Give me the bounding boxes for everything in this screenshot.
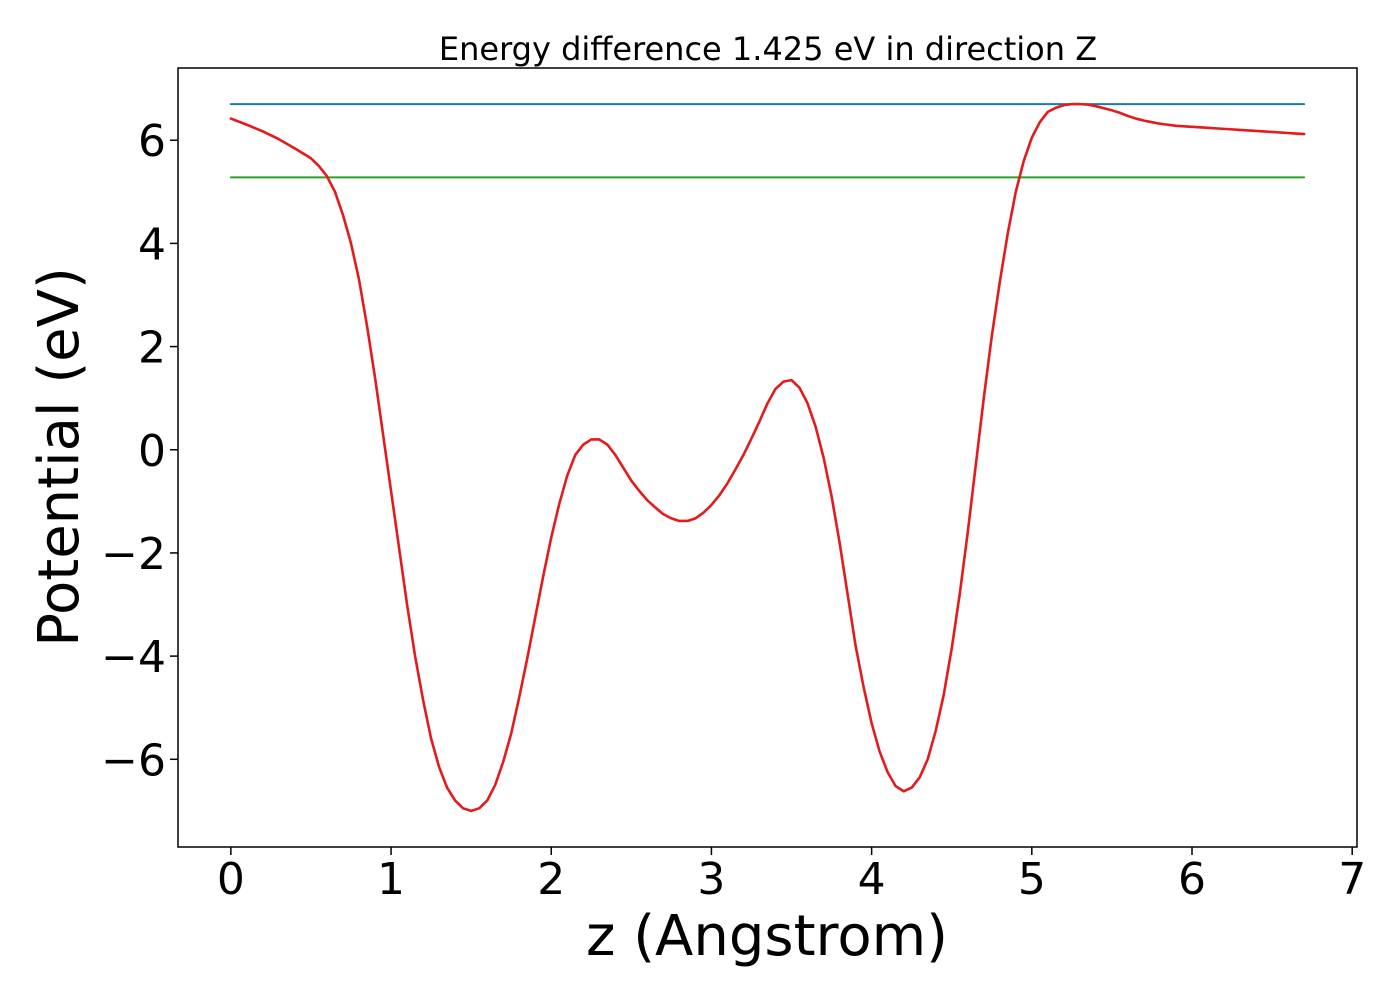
x-tick-label: 2	[537, 854, 565, 905]
x-axis-ticks: 0 1 2 3 4 5 6 7	[217, 847, 1366, 905]
y-tick-label: 2	[138, 323, 166, 374]
y-axis-label: Potential (eV)	[27, 267, 92, 647]
y-tick-label: −2	[101, 529, 166, 580]
x-tick-label: 0	[217, 854, 245, 905]
x-tick-label: 7	[1338, 854, 1366, 905]
y-tick-label: −6	[101, 735, 166, 786]
y-tick-label: −4	[101, 632, 166, 683]
y-tick-label: 0	[138, 426, 166, 477]
y-tick-label: 4	[138, 219, 166, 270]
chart-title: Energy difference 1.425 eV in direction …	[439, 30, 1097, 68]
y-tick-label: 6	[138, 116, 166, 167]
x-tick-label: 6	[1178, 854, 1206, 905]
x-tick-label: 5	[1018, 854, 1046, 905]
series-layer	[229, 102, 1306, 813]
x-tick-label: 4	[858, 854, 886, 905]
x-axis-label: z (Angstrom)	[586, 904, 948, 969]
x-tick-label: 3	[697, 854, 725, 905]
y-axis-ticks: −6 −4 −2 0 2 4 6	[101, 116, 178, 786]
potential-curve	[229, 102, 1306, 813]
x-tick-label: 1	[377, 854, 405, 905]
plot-frame	[177, 67, 1358, 848]
